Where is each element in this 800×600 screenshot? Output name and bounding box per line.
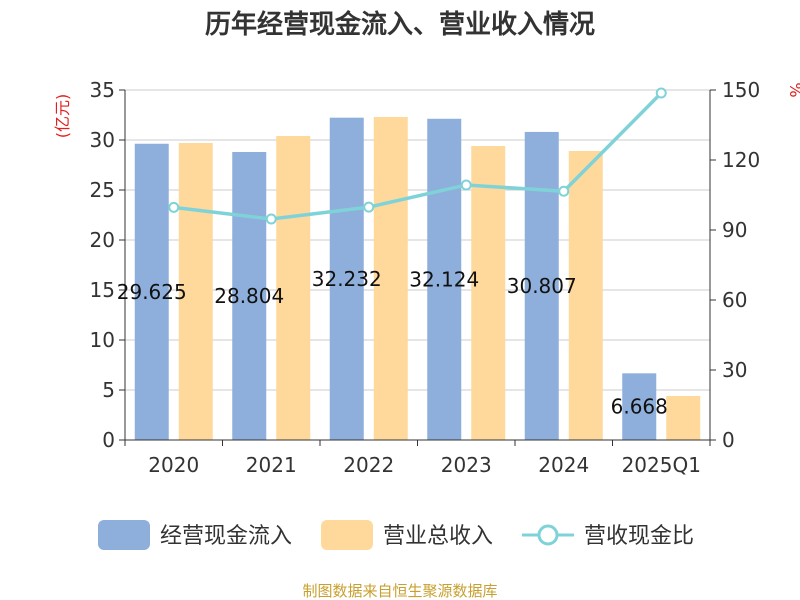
bar (276, 136, 311, 440)
bar (134, 143, 169, 440)
x-tick-label: 2020 (148, 453, 199, 477)
bar (622, 373, 657, 440)
legend-label: 经营现金流入 (160, 524, 292, 549)
ratio-point (363, 201, 375, 213)
y-right-tick-label: 60 (722, 288, 747, 312)
ratio-line-path (173, 91, 663, 221)
ratio-line (168, 87, 667, 225)
y-right-tick-label: 30 (722, 358, 747, 382)
bar (666, 396, 701, 440)
legend-marker (537, 524, 559, 546)
y-left-unit: (亿元) (53, 94, 72, 139)
bar-value-label: 29.625 (117, 280, 187, 304)
bar (471, 146, 506, 440)
grid (125, 89, 710, 391)
bar (329, 117, 364, 441)
bar-value-label: 30.807 (507, 274, 577, 298)
ratio-point (460, 179, 472, 191)
x-tick-label: 2025Q1 (622, 453, 701, 477)
x-tick-label: 2022 (343, 453, 394, 477)
y-left-tick-label: 5 (102, 378, 115, 402)
bar-value-label: 32.232 (312, 267, 382, 291)
y-left-tick-label: 35 (90, 78, 115, 102)
bar (232, 151, 267, 440)
bar (568, 151, 603, 440)
y-right-tick-label: 0 (722, 428, 735, 452)
legend-swatch (98, 520, 150, 550)
y-left-tick-label: 0 (102, 428, 115, 452)
axes: 0 5 10 15 20 25 30 35 0 30 60 90 120 150 2020 2021 2022 2… (90, 78, 761, 477)
legend-swatch (321, 520, 373, 550)
y-left-tick-label: 10 (90, 328, 115, 352)
bar (373, 117, 408, 440)
y-left-tick-label: 15 (90, 278, 115, 302)
bar-value-label: 32.124 (409, 267, 479, 291)
source-note: 制图数据来自恒生聚源数据库 (302, 582, 497, 600)
bar (524, 131, 559, 440)
bar-value-label: 28.804 (214, 284, 284, 308)
legend-label: 营收现金比 (584, 524, 694, 549)
y-right-tick-label: 120 (722, 148, 760, 172)
x-tick-label: 2023 (441, 453, 492, 477)
x-tick-label: 2021 (246, 453, 297, 477)
bar (178, 143, 213, 440)
chart-title: 历年经营现金流入、营业收入情况 (205, 9, 595, 40)
y-left-tick-label: 25 (90, 178, 115, 202)
x-tick-label: 2024 (538, 453, 589, 477)
y-right-tick-label: 150 (722, 78, 760, 102)
y-right-tick-label: 90 (722, 218, 747, 242)
legend: 经营现金流入 营业总收入 营收现金比 (98, 520, 694, 550)
legend-label: 营业总收入 (383, 524, 493, 549)
bars (134, 117, 701, 441)
bar-value-label: 6.668 (611, 395, 668, 419)
ratio-point (558, 185, 570, 197)
y-left-tick-label: 20 (90, 228, 115, 252)
data-labels: 29.625 28.804 32.232 32.124 30.807 6.668 (117, 267, 668, 419)
ratio-point (655, 87, 667, 99)
ratio-point (265, 213, 277, 225)
y-left-tick-label: 30 (90, 128, 115, 152)
ratio-point (168, 201, 180, 213)
bar (427, 118, 462, 440)
y-right-unit: % (786, 82, 800, 97)
